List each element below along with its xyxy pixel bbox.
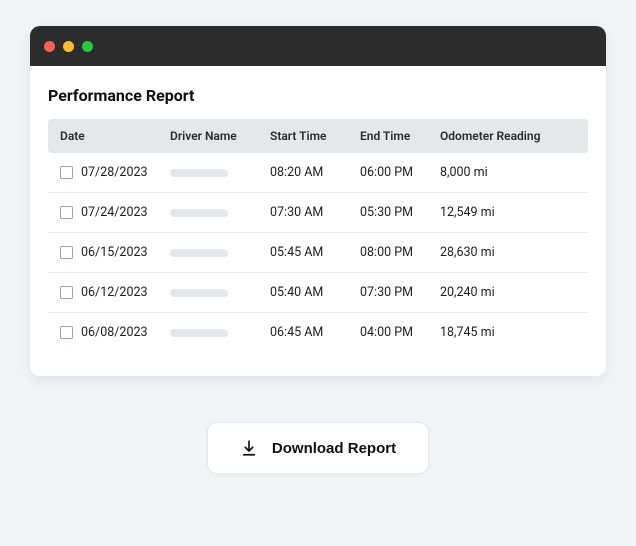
cell-date: 07/24/2023	[81, 205, 148, 220]
cell-start: 05:40 AM	[270, 285, 360, 300]
row-checkbox[interactable]	[60, 206, 73, 219]
cell-start: 08:20 AM	[270, 165, 360, 180]
col-header-end: End Time	[360, 129, 440, 143]
window-content: Performance Report Date Driver Name Star…	[30, 66, 606, 376]
col-header-driver: Driver Name	[170, 129, 270, 143]
table-row: 06/12/2023 05:40 AM 07:30 PM 20,240 mi	[48, 273, 588, 313]
cell-start: 06:45 AM	[270, 325, 360, 340]
cell-odo: 18,745 mi	[440, 325, 576, 340]
driver-name-skeleton	[170, 289, 228, 297]
col-header-date: Date	[60, 129, 170, 143]
row-checkbox[interactable]	[60, 326, 73, 339]
page-title: Performance Report	[48, 86, 588, 105]
cell-odo: 12,549 mi	[440, 205, 576, 220]
row-checkbox[interactable]	[60, 246, 73, 259]
cell-odo: 8,000 mi	[440, 165, 576, 180]
cell-end: 07:30 PM	[360, 285, 440, 300]
window-titlebar	[30, 26, 606, 66]
col-header-start: Start Time	[270, 129, 360, 143]
cell-end: 06:00 PM	[360, 165, 440, 180]
table-row: 06/08/2023 06:45 AM 04:00 PM 18,745 mi	[48, 313, 588, 352]
cell-date: 06/08/2023	[81, 325, 148, 340]
table-row: 06/15/2023 05:45 AM 08:00 PM 28,630 mi	[48, 233, 588, 273]
close-dot-icon[interactable]	[44, 41, 55, 52]
minimize-dot-icon[interactable]	[63, 41, 74, 52]
table-row: 07/28/2023 08:20 AM 06:00 PM 8,000 mi	[48, 153, 588, 193]
download-report-button[interactable]: Download Report	[207, 422, 429, 474]
cell-start: 07:30 AM	[270, 205, 360, 220]
row-checkbox[interactable]	[60, 166, 73, 179]
row-checkbox[interactable]	[60, 286, 73, 299]
download-icon	[240, 439, 258, 457]
download-section: Download Report	[207, 422, 429, 474]
cell-start: 05:45 AM	[270, 245, 360, 260]
cell-date: 06/12/2023	[81, 285, 148, 300]
report-table: Date Driver Name Start Time End Time Odo…	[48, 119, 588, 352]
driver-name-skeleton	[170, 329, 228, 337]
cell-end: 08:00 PM	[360, 245, 440, 260]
maximize-dot-icon[interactable]	[82, 41, 93, 52]
table-header-row: Date Driver Name Start Time End Time Odo…	[48, 119, 588, 153]
cell-odo: 28,630 mi	[440, 245, 576, 260]
cell-end: 04:00 PM	[360, 325, 440, 340]
cell-end: 05:30 PM	[360, 205, 440, 220]
cell-date: 06/15/2023	[81, 245, 148, 260]
table-row: 07/24/2023 07:30 AM 05:30 PM 12,549 mi	[48, 193, 588, 233]
driver-name-skeleton	[170, 169, 228, 177]
col-header-odo: Odometer Reading	[440, 129, 576, 143]
cell-date: 07/28/2023	[81, 165, 148, 180]
cell-odo: 20,240 mi	[440, 285, 576, 300]
driver-name-skeleton	[170, 249, 228, 257]
report-window: Performance Report Date Driver Name Star…	[30, 26, 606, 376]
download-button-label: Download Report	[272, 440, 396, 457]
driver-name-skeleton	[170, 209, 228, 217]
